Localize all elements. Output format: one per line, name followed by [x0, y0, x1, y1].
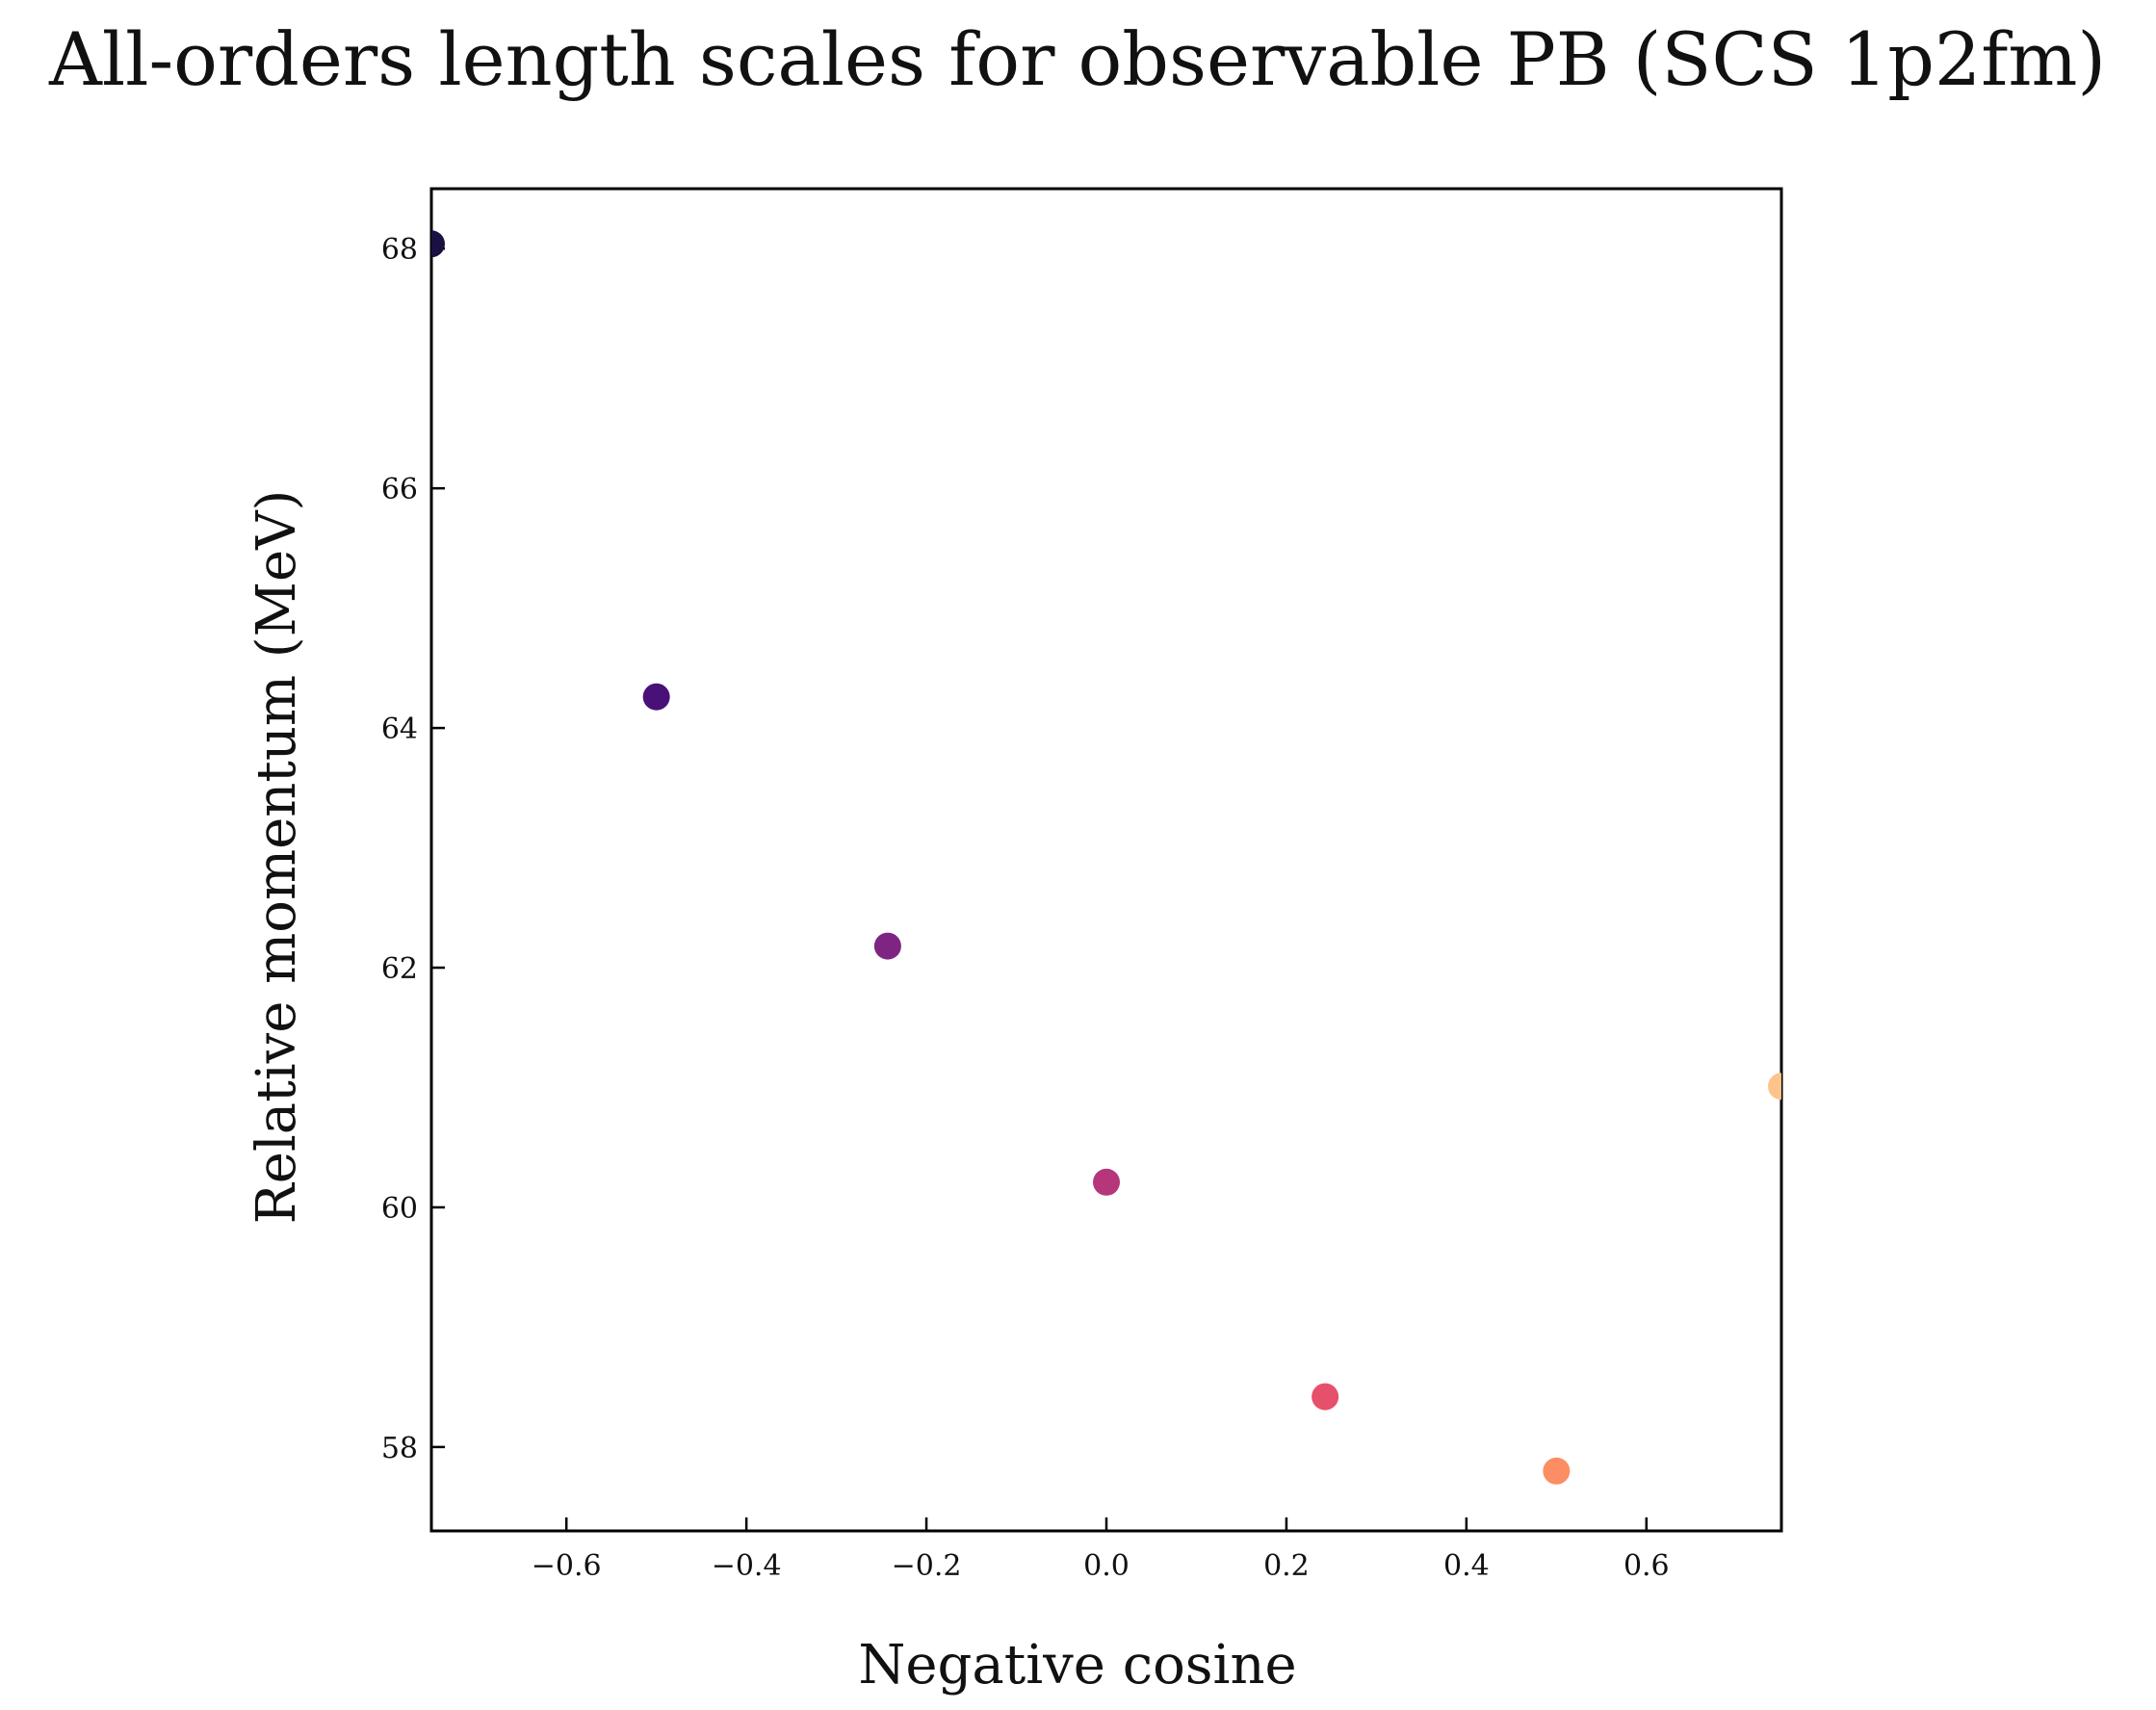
plot-frame: [429, 187, 1783, 1533]
scatter-point: [1093, 1168, 1120, 1196]
x-tick-label: 0.4: [1443, 1549, 1490, 1583]
x-axis-label: Negative cosine: [858, 1634, 1296, 1697]
x-tick-label: 0.0: [1083, 1549, 1130, 1583]
y-tick-label: 60: [381, 1192, 418, 1226]
points-group: [431, 230, 1781, 1485]
scatter-point: [431, 230, 445, 258]
y-tick-label: 64: [381, 712, 418, 746]
y-tick-label: 58: [381, 1432, 418, 1465]
scatter-point: [1543, 1457, 1571, 1485]
chart-title: All-orders length scales for observable …: [48, 16, 2106, 102]
y-tick-label: 66: [381, 473, 418, 506]
scatter-point: [1768, 1073, 1781, 1101]
y-tick-label: 68: [381, 233, 418, 267]
x-tick-label: 0.2: [1263, 1549, 1310, 1583]
scatter-point: [642, 683, 670, 711]
plot-area: −0.6 −0.4 −0.2 0.0 0.2 0.4 0.6 58 60 62 64 66 68: [381, 187, 1783, 1583]
scatter-point: [873, 932, 901, 960]
x-tick-label: −0.2: [892, 1549, 962, 1583]
x-tick-label: 0.6: [1623, 1549, 1670, 1583]
x-tick-label: −0.4: [712, 1549, 782, 1583]
y-tick-label: 62: [381, 952, 418, 986]
x-tick-label: −0.6: [532, 1549, 602, 1583]
scatter-point: [1312, 1383, 1339, 1411]
y-axis-label: Relative momentum (MeV): [246, 490, 308, 1225]
